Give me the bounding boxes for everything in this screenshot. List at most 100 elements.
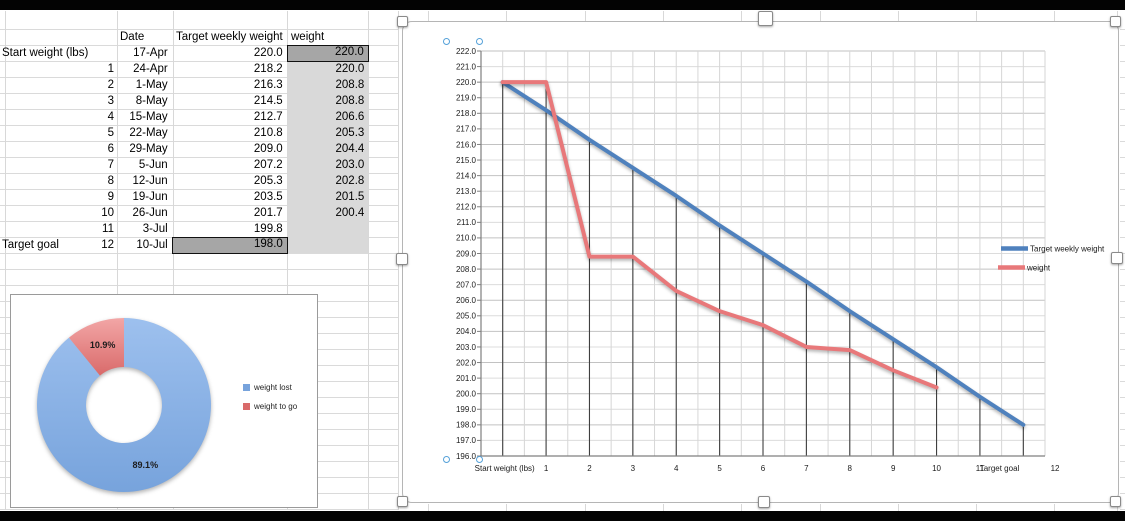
week-number[interactable]: 12 — [101, 239, 114, 251]
selection-handle[interactable] — [397, 496, 408, 507]
column-border — [172, 11, 174, 510]
selected-target-cell[interactable]: 198.0 — [172, 236, 288, 254]
top-black-bar — [0, 0, 1125, 10]
target-cell[interactable]: 205.3 — [253, 175, 283, 187]
weight-cell[interactable]: 200.4 — [335, 207, 365, 219]
series-weight[interactable] — [500, 80, 939, 390]
axis-selection-handle[interactable] — [443, 456, 450, 463]
col-header-weight[interactable]: weight — [291, 31, 325, 43]
date-cell[interactable]: 24-Apr — [133, 63, 168, 75]
weight-cell[interactable]: 220.0 — [335, 63, 365, 75]
donut-slice-weight-to-go[interactable] — [68, 318, 124, 376]
donut-slice-weight-lost[interactable] — [36, 318, 212, 492]
weight-cell[interactable]: 202.8 — [335, 175, 365, 187]
weight-cell[interactable]: 208.8 — [335, 95, 365, 107]
selection-handle[interactable] — [758, 11, 773, 26]
x-axis-label: 3 — [631, 464, 636, 473]
weight-cell[interactable]: 204.4 — [335, 143, 365, 155]
date-cell[interactable]: 22-May — [129, 127, 168, 139]
week-number[interactable]: 3 — [107, 95, 114, 107]
date-cell[interactable]: 26-Jun — [132, 207, 168, 219]
date-cell[interactable]: 29-May — [129, 143, 168, 155]
target-cell[interactable]: 212.7 — [253, 111, 283, 123]
week-number[interactable]: 7 — [107, 159, 114, 171]
target-cell[interactable]: 209.0 — [253, 143, 283, 155]
weight-cell[interactable]: 206.6 — [335, 111, 365, 123]
date-cell[interactable]: 5-Jun — [138, 159, 168, 171]
y-axis-label: 197.0 — [456, 436, 477, 445]
date-cell[interactable]: 3-Jul — [142, 223, 168, 235]
y-axis-label: 199.0 — [456, 405, 477, 414]
column-border-bottom — [897, 504, 899, 511]
row-label[interactable]: Start weight (lbs) — [2, 47, 89, 59]
week-number[interactable]: 1 — [107, 63, 114, 75]
week-number[interactable]: 11 — [102, 223, 114, 235]
y-axis-label: 217.0 — [456, 125, 477, 134]
donut-chart[interactable]: 89.1% 10.9% weight lost weight to go — [10, 294, 318, 508]
column-border-top — [584, 11, 586, 29]
target-cell[interactable]: 210.8 — [253, 127, 283, 139]
weight-cell[interactable]: 201.5 — [335, 191, 365, 203]
target-cell[interactable]: 214.5 — [253, 95, 283, 107]
week-number[interactable]: 8 — [107, 175, 114, 187]
col-header-target[interactable]: Target weekly weight — [176, 31, 283, 43]
x-axis-label: 4 — [674, 464, 679, 473]
selection-handle[interactable] — [1110, 16, 1121, 27]
week-number[interactable]: 10 — [101, 207, 114, 219]
series-Target-weekly-weight[interactable] — [500, 80, 1026, 427]
target-cell[interactable]: 201.7 — [253, 207, 283, 219]
target-cell[interactable]: 207.2 — [253, 159, 283, 171]
y-axis-label: 210.0 — [456, 234, 477, 243]
target-cell[interactable]: 218.2 — [253, 63, 283, 75]
date-cell[interactable]: 15-May — [129, 111, 168, 123]
weight-cell[interactable]: 208.8 — [335, 79, 365, 91]
date-cell[interactable]: 17-Apr — [133, 47, 168, 59]
row-label[interactable]: Target goal — [2, 239, 59, 251]
axis-selection-handle[interactable] — [476, 456, 483, 463]
selection-handle[interactable] — [1110, 496, 1121, 507]
date-cell[interactable]: 12-Jun — [132, 175, 168, 187]
y-axis-label: 207.0 — [456, 280, 477, 289]
week-number[interactable]: 5 — [107, 127, 114, 139]
col-header-date[interactable]: Date — [120, 31, 145, 43]
y-axis-label: 215.0 — [456, 156, 477, 165]
line-chart-canvas: 196.0 197.0 198.0 199.0 200.0 201.0 202.0 203.0… — [456, 47, 1105, 473]
x-axis-label: 9 — [891, 464, 896, 473]
week-number[interactable]: 4 — [107, 111, 114, 123]
y-axis-label: 211.0 — [457, 218, 477, 227]
date-cell[interactable]: 8-May — [135, 95, 168, 107]
selection-handle[interactable] — [396, 253, 408, 265]
week-number[interactable]: 6 — [107, 143, 114, 155]
week-number[interactable]: 9 — [107, 191, 114, 203]
y-axis-label: 212.0 — [456, 203, 477, 212]
target-cell[interactable]: 216.3 — [253, 79, 283, 91]
selection-handle[interactable] — [1111, 252, 1123, 264]
axis-selection-handle[interactable] — [443, 38, 450, 45]
legend-item[interactable]: weight to go — [243, 402, 297, 411]
y-axis-label: 204.0 — [456, 327, 477, 336]
date-cell[interactable]: 1-May — [135, 79, 168, 91]
legend-item[interactable]: weight lost — [243, 383, 292, 392]
week-number[interactable]: 2 — [107, 79, 114, 91]
selection-handle[interactable] — [397, 16, 408, 27]
x-axis-label: 7 — [804, 464, 809, 473]
x-axis-label: 8 — [848, 464, 853, 473]
weight-cell[interactable]: 203.0 — [335, 159, 365, 171]
target-cell[interactable]: 220.0 — [253, 47, 283, 59]
line-chart[interactable]: 196.0 197.0 198.0 199.0 200.0 201.0 202.0 203.0… — [402, 21, 1119, 503]
column-border-bottom — [976, 504, 978, 511]
target-cell[interactable]: 199.8 — [253, 223, 283, 235]
y-axis-label: 214.0 — [456, 171, 477, 180]
x-axis-label: Target goal — [980, 464, 1020, 473]
weight-cell[interactable]: 205.3 — [335, 127, 365, 139]
y-axis-label: 198.0 — [456, 421, 477, 430]
selected-weight-cell[interactable]: 220.0 — [287, 44, 369, 62]
weight-column-fill — [287, 45, 369, 253]
date-cell[interactable]: 10-Jul — [136, 239, 168, 251]
selection-handle[interactable] — [758, 496, 770, 508]
y-axis-label: 218.0 — [456, 109, 477, 118]
date-cell[interactable]: 19-Jun — [132, 191, 168, 203]
axis-selection-handle[interactable] — [476, 38, 483, 45]
target-cell[interactable]: 203.5 — [253, 191, 283, 203]
